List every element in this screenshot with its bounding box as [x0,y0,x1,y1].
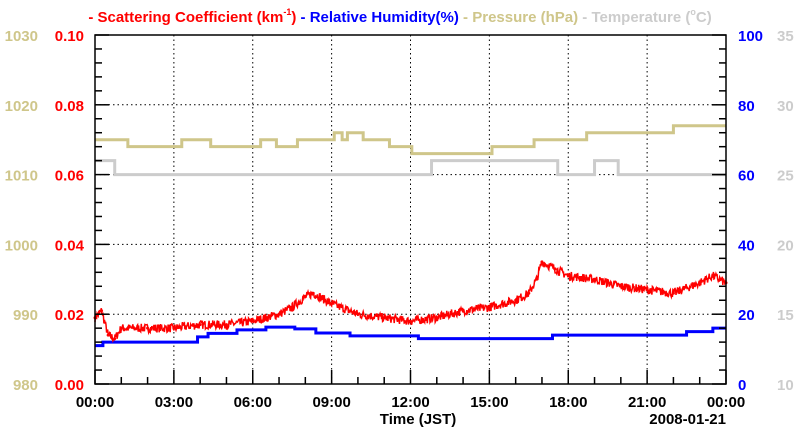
legend-after: ) [291,9,296,26]
data-point [619,284,623,288]
scattering-tick-label: 0.00 [55,377,84,394]
date-label: 2008-01-21 [649,411,726,428]
data-point [100,309,104,313]
legend-after: C) [696,9,712,26]
plot-frame [94,34,727,385]
grid [95,35,726,384]
pressure-tick-label: 1010 [5,168,38,185]
x-tick-label: 21:00 [628,394,666,411]
data-point [566,274,570,278]
x-tick-label: 00:00 [76,394,114,411]
data-point [409,319,412,323]
data-point [277,312,281,316]
x-tick-label: 12:00 [391,394,429,411]
scattering-tick-label: 0.08 [55,98,84,115]
x-tick-label: 09:00 [312,394,350,411]
scattering-tick-label: 0.06 [55,168,84,185]
temperature-tick-label: 20 [777,237,794,254]
legend-text: - Scattering Coefficient (km-1) - Relati… [88,7,711,26]
series-group [93,124,728,348]
scattering-tick-label: 0.02 [55,307,84,324]
data-point [461,309,465,313]
data-point [711,274,715,278]
data-point [224,323,228,327]
data-point [356,312,360,316]
data-point [553,267,557,271]
scattering-tick-label: 0.10 [55,28,84,45]
series-line [95,159,726,177]
data-point [645,288,649,292]
x-tick-label: 15:00 [470,394,508,411]
data-point [198,323,202,327]
humidity-tick-label: 20 [738,307,755,324]
data-point [487,305,491,309]
x-axis-title: Time (JST) [380,411,456,428]
data-point [106,333,110,337]
data-point [303,295,307,299]
pressure-tick-label: 1020 [5,98,38,115]
pressure-tick-label: 1030 [5,28,38,45]
pressure-tick-label: 980 [13,377,38,394]
data-point [671,291,675,295]
axis-labels: 0.000.020.040.060.080.109809901000101010… [5,28,794,411]
x-tick-label: 00:00 [707,394,745,411]
humidity-tick-label: 0 [738,377,746,394]
legend-entry-3: - Temperature ( [578,9,690,26]
legend-title: - Scattering Coefficient (km-1) - Relati… [88,7,711,26]
data-point [382,316,386,320]
humidity-tick-label: 100 [738,28,763,45]
data-point [435,316,439,320]
data-point [330,302,334,306]
data-point [290,305,294,309]
data-point [698,281,702,285]
x-tick-label: 18:00 [549,394,587,411]
legend-sup: o [690,7,696,17]
data-point [146,326,150,330]
data-point [113,337,117,341]
scattering-tick-label: 0.04 [55,237,85,254]
data-point [311,291,315,295]
data-point [172,326,176,330]
x-tick-label: 06:00 [234,394,272,411]
humidity-tick-label: 40 [738,237,755,254]
data-point [514,298,518,302]
legend-entry-2: - Pressure (hPa) [459,9,578,26]
temperature-tick-label: 25 [777,168,794,185]
legend-sup: -1 [283,7,291,17]
temperature-tick-label: 35 [777,28,794,45]
axis-ticks [94,34,727,385]
pressure-tick-label: 1000 [5,237,38,254]
legend-entry-1: - Relative Humidity(%) [296,9,459,26]
series-line [95,325,726,348]
data-point [251,319,255,323]
data-point [527,291,531,295]
humidity-tick-label: 80 [738,98,755,115]
pressure-tick-label: 990 [13,307,38,324]
data-point [540,260,544,264]
temperature-tick-label: 15 [777,307,794,324]
data-point [119,326,123,330]
x-tick-label: 03:00 [155,394,193,411]
temperature-tick-label: 30 [777,98,794,115]
series-line [95,124,726,156]
humidity-tick-label: 60 [738,168,755,185]
data-point [593,277,597,281]
legend-entry-0: - Scattering Coefficient (km [88,9,283,26]
temperature-tick-label: 10 [777,377,794,394]
data-point [535,277,539,281]
